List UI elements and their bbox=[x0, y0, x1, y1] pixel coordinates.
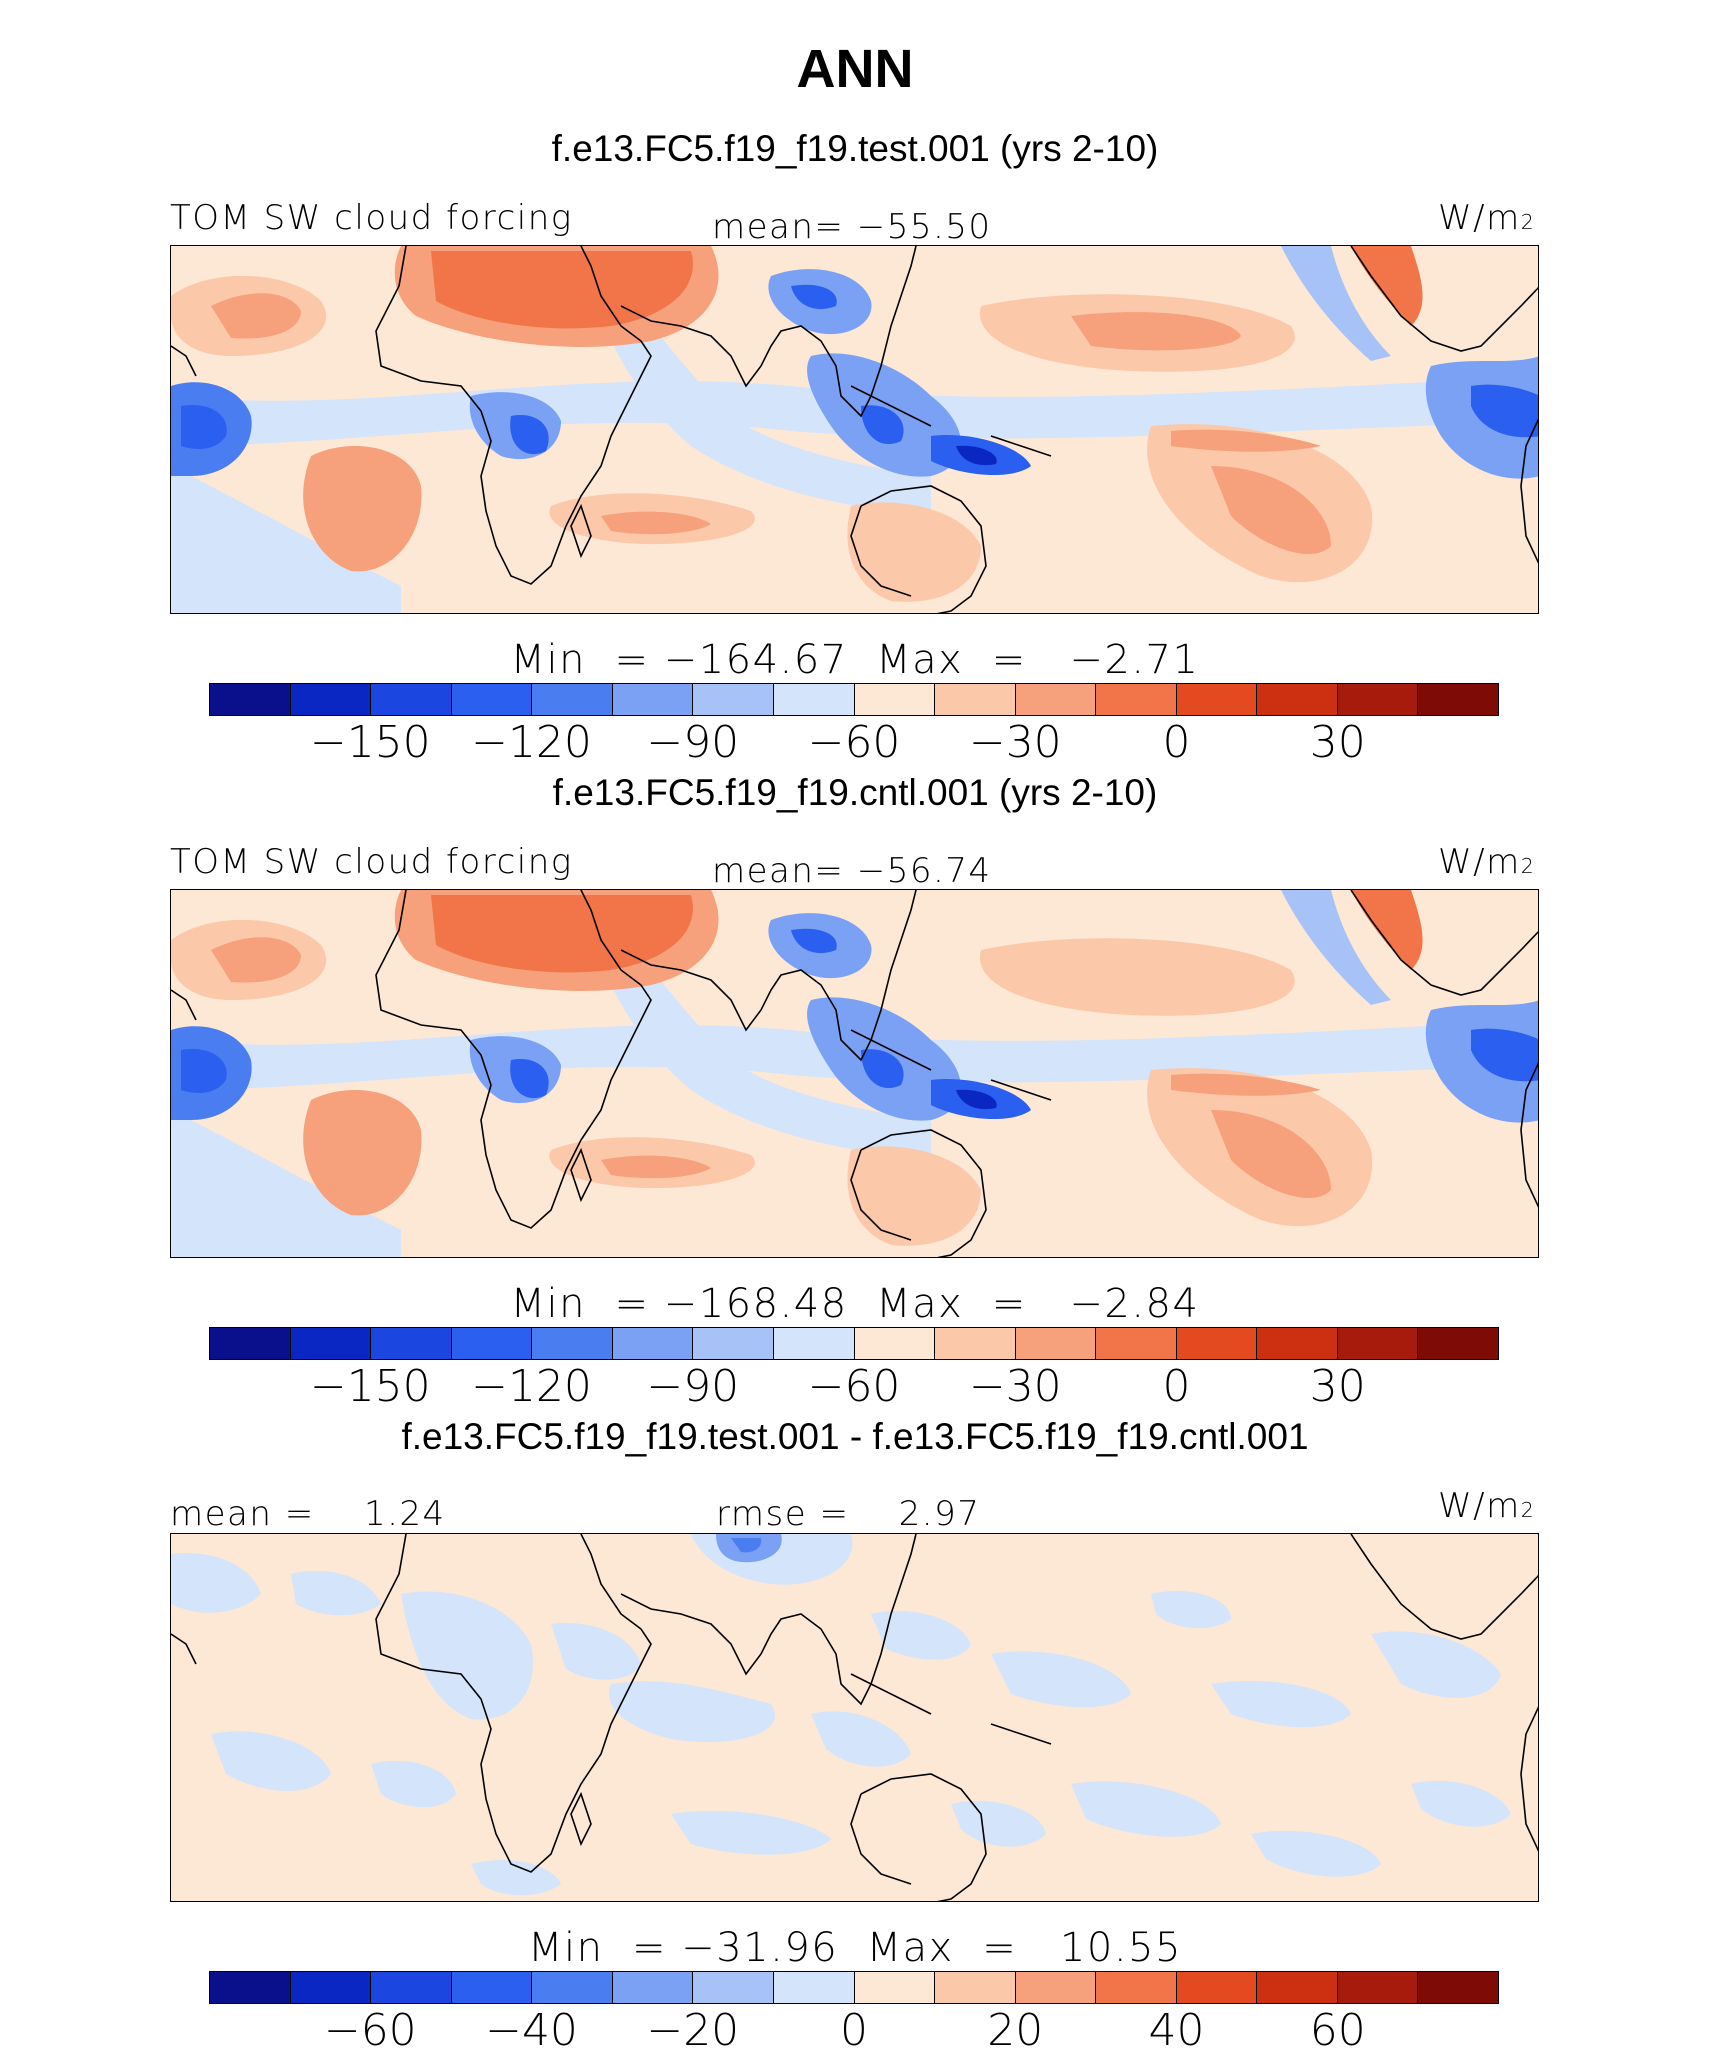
colorbar-swatch bbox=[210, 684, 291, 715]
colorbar-tick-label: 0 bbox=[1162, 1361, 1191, 1412]
colorbar-swatch bbox=[693, 1972, 774, 2003]
colorbar-tick-label: 20 bbox=[987, 2005, 1044, 2056]
panel-3-case-title: f.e13.FC5.f19_f19.test.001 - f.e13.FC5.f… bbox=[401, 1416, 1309, 1457]
panel-3-colorbar-ticks: −60 −40 −20 0 20 40 60 bbox=[209, 2005, 1499, 2056]
colorbar-tick-label: 40 bbox=[1148, 2005, 1205, 2056]
colorbar-swatch bbox=[1418, 1972, 1498, 2003]
colorbar-swatch bbox=[1257, 1328, 1338, 1359]
colorbar-swatch bbox=[532, 1972, 613, 2003]
panel-3-map-field bbox=[171, 1534, 1538, 1901]
colorbar-swatch bbox=[290, 684, 372, 715]
colorbar-swatch bbox=[612, 1972, 694, 2003]
panel-3-units-label: W/m2 bbox=[1438, 1486, 1536, 1526]
colorbar-swatch bbox=[693, 1328, 774, 1359]
colorbar-swatch bbox=[1096, 684, 1177, 715]
colorbar-swatch bbox=[451, 1972, 533, 2003]
panel-2-units-label: W/m2 bbox=[1438, 842, 1536, 882]
panel-2-colorbar bbox=[209, 1327, 1499, 1360]
colorbar-swatch bbox=[371, 684, 452, 715]
colorbar-swatch bbox=[371, 1328, 452, 1359]
colorbar-swatch bbox=[935, 1972, 1016, 2003]
panel-1-map-field bbox=[171, 246, 1538, 613]
colorbar-swatch bbox=[854, 1328, 936, 1359]
panel-1-case-title: f.e13.FC5.f19_f19.test.001 (yrs 2-10) bbox=[551, 128, 1159, 169]
colorbar-tick-label: −90 bbox=[646, 1361, 740, 1412]
panel-3-min-max: Min = −31.96 Max = 10.55 bbox=[528, 1925, 1182, 1971]
colorbar-swatch bbox=[612, 684, 694, 715]
panel-1-colorbar-ticks: −150 −120 −90 −60 −30 0 30 bbox=[209, 717, 1499, 768]
colorbar-swatch bbox=[1418, 1328, 1498, 1359]
panel-2-mean-label: mean= −56.74 bbox=[712, 851, 992, 891]
panel-1-variable-label: TOM SW cloud forcing bbox=[170, 198, 573, 238]
colorbar-swatch bbox=[854, 1972, 936, 2003]
colorbar-swatch bbox=[290, 1328, 372, 1359]
colorbar-tick-label: −60 bbox=[807, 717, 901, 768]
colorbar-swatch bbox=[773, 1328, 855, 1359]
colorbar-tick-label: −90 bbox=[646, 717, 740, 768]
colorbar-swatch bbox=[693, 684, 774, 715]
panel-1-units-label: W/m2 bbox=[1438, 198, 1536, 238]
colorbar-swatch bbox=[290, 1972, 372, 2003]
colorbar-swatch bbox=[1418, 684, 1498, 715]
colorbar-tick-label: −20 bbox=[646, 2005, 740, 2056]
colorbar-swatch bbox=[1257, 1972, 1338, 2003]
colorbar-tick-label: −120 bbox=[471, 717, 592, 768]
colorbar-swatch bbox=[1257, 684, 1338, 715]
panel-2-min-max: Min = −168.48 Max = −2.84 bbox=[510, 1281, 1200, 1327]
colorbar-tick-label: −30 bbox=[968, 717, 1062, 768]
panel-2-variable-label: TOM SW cloud forcing bbox=[170, 842, 573, 882]
colorbar-swatch bbox=[1337, 684, 1419, 715]
colorbar-tick-label: −40 bbox=[485, 2005, 578, 2056]
colorbar-swatch bbox=[773, 684, 855, 715]
panel-1-colorbar bbox=[209, 683, 1499, 716]
colorbar-swatch bbox=[773, 1972, 855, 2003]
colorbar-tick-label: 0 bbox=[1162, 717, 1191, 768]
panel-2-map-field bbox=[171, 890, 1538, 1257]
colorbar-swatch bbox=[532, 684, 613, 715]
panel-3-rmse-label: rmse = 2.97 bbox=[716, 1494, 981, 1534]
panel-3-map bbox=[170, 1533, 1539, 1902]
colorbar-swatch bbox=[1176, 684, 1258, 715]
panel-1-mean-label: mean= −55.50 bbox=[712, 207, 992, 247]
colorbar-swatch bbox=[1176, 1972, 1258, 2003]
colorbar-swatch bbox=[532, 1328, 613, 1359]
colorbar-swatch bbox=[210, 1972, 291, 2003]
colorbar-swatch bbox=[854, 684, 936, 715]
colorbar-tick-label: −150 bbox=[309, 717, 431, 768]
colorbar-swatch bbox=[451, 684, 533, 715]
panel-2-colorbar-ticks: −150 −120 −90 −60 −30 0 30 bbox=[209, 1361, 1499, 1412]
colorbar-tick-label: −60 bbox=[323, 2005, 417, 2056]
figure-title: ANN bbox=[796, 39, 914, 99]
colorbar-swatch bbox=[371, 1972, 452, 2003]
colorbar-swatch bbox=[1337, 1328, 1419, 1359]
colorbar-tick-label: −120 bbox=[471, 1361, 592, 1412]
panel-1-map bbox=[170, 245, 1539, 614]
colorbar-tick-label: 30 bbox=[1309, 1361, 1366, 1412]
colorbar-swatch bbox=[1015, 1328, 1097, 1359]
colorbar-swatch bbox=[935, 684, 1016, 715]
colorbar-swatch bbox=[1176, 1328, 1258, 1359]
colorbar-swatch bbox=[1015, 684, 1097, 715]
panel-1-min-max: Min = −164.67 Max = −2.71 bbox=[510, 637, 1200, 683]
colorbar-swatch bbox=[451, 1328, 533, 1359]
colorbar-tick-label: −150 bbox=[309, 1361, 431, 1412]
colorbar-swatch bbox=[1096, 1328, 1177, 1359]
colorbar-tick-label: 0 bbox=[840, 2005, 868, 2056]
colorbar-swatch bbox=[1015, 1972, 1097, 2003]
colorbar-tick-label: 30 bbox=[1309, 717, 1366, 768]
panel-2-map bbox=[170, 889, 1539, 1258]
panel-2-case-title: f.e13.FC5.f19_f19.cntl.001 (yrs 2-10) bbox=[552, 772, 1158, 813]
colorbar-swatch bbox=[210, 1328, 291, 1359]
colorbar-tick-label: −30 bbox=[968, 1361, 1062, 1412]
colorbar-tick-label: −60 bbox=[807, 1361, 901, 1412]
panel-3-colorbar bbox=[209, 1971, 1499, 2004]
colorbar-swatch bbox=[935, 1328, 1016, 1359]
panel-3-mean-label: mean = 1.24 bbox=[170, 1494, 446, 1534]
colorbar-swatch bbox=[1337, 1972, 1419, 2003]
colorbar-tick-label: 60 bbox=[1309, 2005, 1366, 2056]
colorbar-swatch bbox=[612, 1328, 694, 1359]
colorbar-swatch bbox=[1096, 1972, 1177, 2003]
